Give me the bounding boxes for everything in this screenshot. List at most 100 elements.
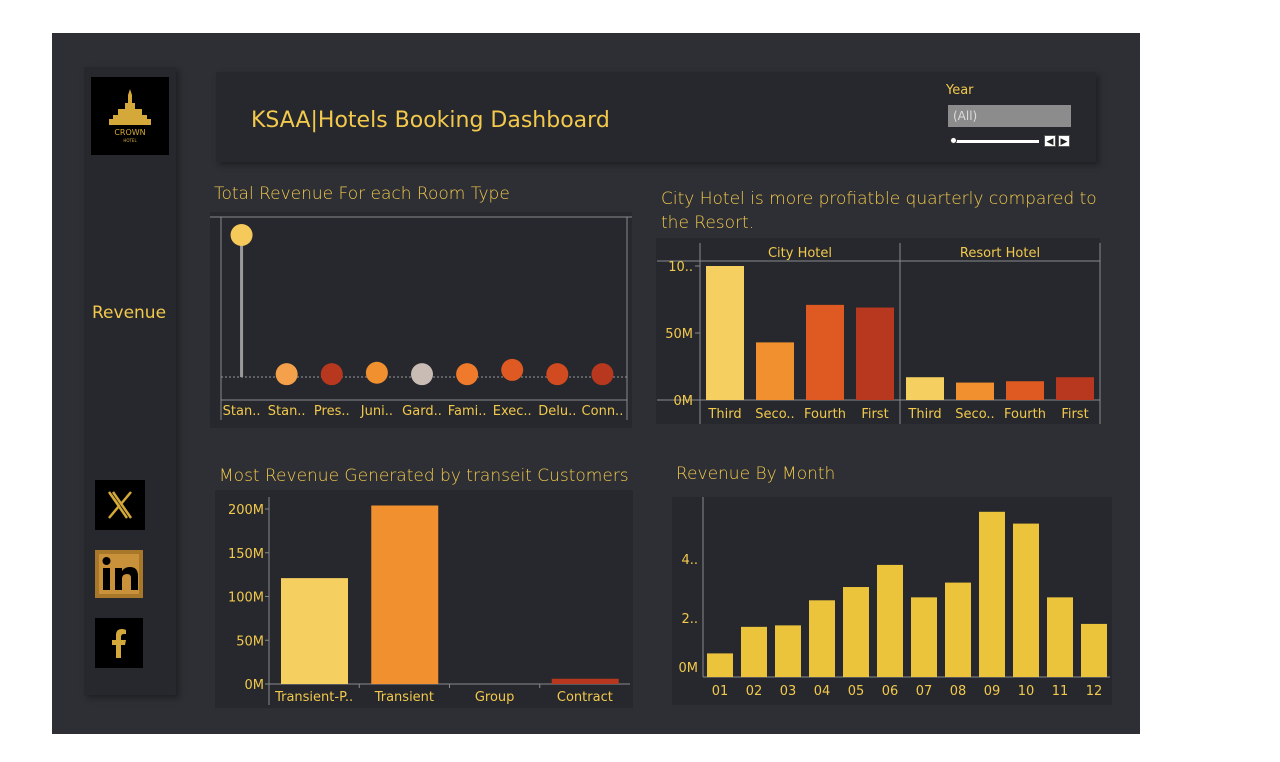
svg-text:CROWN: CROWN — [114, 128, 145, 137]
customer-tick-label: Group — [475, 690, 515, 705]
quarterly-bar — [756, 342, 794, 400]
customer-y-tick-label: 100M — [228, 591, 264, 606]
monthly-tick-label: 05 — [848, 684, 865, 699]
customer-y-tick-label: 150M — [228, 547, 264, 562]
monthly-tick-label: 07 — [916, 684, 933, 699]
room-type-tick-label: Stan.. — [268, 404, 306, 419]
x-icon[interactable] — [95, 480, 145, 530]
customer-bar — [371, 505, 439, 684]
monthly-bar — [707, 653, 733, 677]
monthly-tick-label: 12 — [1086, 684, 1103, 699]
facebook-icon[interactable] — [95, 618, 143, 668]
customer-type-chart-title: Most Revenue Generated by transeit Custo… — [219, 466, 629, 486]
room-type-tick-label: Gard.. — [402, 404, 442, 419]
customer-y-tick-label: 200M — [228, 503, 264, 518]
quarterly-tick-label: Fourth — [804, 407, 846, 422]
year-slider-handle[interactable] — [950, 137, 957, 144]
quarterly-y-tick-label: 50M — [665, 327, 693, 342]
monthly-tick-label: 09 — [984, 684, 1001, 699]
quarterly-tick-label: Third — [707, 407, 741, 422]
previous-year-button[interactable]: ◀ — [1044, 135, 1056, 147]
page-title: KSAA|Hotels Booking Dashboard — [251, 108, 610, 133]
quarterly-bar — [906, 377, 944, 400]
monthly-chart-title: Revenue By Month — [676, 464, 836, 484]
monthly-tick-label: 08 — [950, 684, 967, 699]
monthly-bar — [1013, 523, 1039, 677]
monthly-bar — [1047, 597, 1073, 677]
quarterly-y-tick-label: 10.. — [668, 260, 693, 275]
quarterly-bar — [1006, 381, 1044, 400]
customer-y-tick-label: 50M — [236, 634, 264, 649]
lollipop-point — [275, 363, 298, 386]
lollipop-point — [230, 224, 253, 246]
quarterly-tick-label: Fourth — [1004, 407, 1046, 422]
lollipop-point — [546, 363, 569, 386]
year-slider-track[interactable] — [953, 140, 1039, 143]
room-type-tick-label: Pres.. — [314, 404, 350, 419]
monthly-bar — [775, 625, 801, 677]
lollipop-point — [320, 363, 343, 386]
monthly-bar — [979, 511, 1005, 677]
quarterly-y-tick-label: 0M — [674, 394, 694, 409]
monthly-y-tick-label: 0M — [679, 661, 699, 676]
lollipop-point — [411, 363, 433, 386]
room-type-tick-label: Juni.. — [360, 404, 393, 419]
next-year-button[interactable]: ▶ — [1058, 135, 1070, 147]
lollipop-point — [501, 358, 524, 381]
room-type-tick-label: Delu.. — [538, 404, 576, 419]
year-filter-dropdown[interactable]: (All) — [948, 105, 1071, 127]
lollipop-point — [456, 363, 479, 386]
quarterly-panel-header: Resort Hotel — [960, 246, 1040, 261]
monthly-bar — [945, 582, 971, 677]
linkedin-icon[interactable] — [95, 550, 143, 598]
quarterly-tick-label: First — [861, 407, 888, 422]
monthly-tick-label: 01 — [712, 684, 729, 699]
monthly-y-tick-label: 2.. — [681, 612, 698, 627]
quarterly-bar — [1056, 377, 1094, 400]
customer-bar — [281, 578, 348, 684]
monthly-y-tick-label: 4.. — [681, 553, 698, 568]
customer-tick-label: Transient — [374, 690, 434, 705]
monthly-bar — [809, 600, 835, 677]
svg-text:HOTEL: HOTEL — [123, 138, 137, 143]
monthly-tick-label: 04 — [814, 684, 831, 699]
monthly-tick-label: 03 — [780, 684, 797, 699]
customer-y-tick-label: 0M — [245, 678, 265, 693]
monthly-bar — [877, 564, 903, 677]
quarterly-bar — [956, 382, 994, 400]
monthly-tick-label: 11 — [1052, 684, 1069, 699]
quarterly-tick-label: Third — [907, 407, 941, 422]
monthly-tick-label: 02 — [746, 684, 763, 699]
room-type-tick-label: Stan.. — [223, 404, 261, 419]
lollipop-point — [591, 363, 614, 386]
room-type-tick-label: Exec.. — [493, 404, 532, 419]
quarterly-chart-title: City Hotel is more profiatble quarterly … — [661, 189, 1097, 233]
room-type-panel — [210, 212, 632, 428]
monthly-bar — [843, 587, 869, 677]
monthly-tick-label: 10 — [1018, 684, 1035, 699]
nav-revenue-link[interactable]: Revenue — [92, 303, 167, 323]
monthly-tick-label: 06 — [882, 684, 899, 699]
quarterly-bar — [806, 304, 844, 400]
customer-tick-label: Contract — [557, 690, 613, 705]
crown-hotel-logo: CROWN HOTEL — [91, 77, 169, 155]
monthly-bar — [911, 597, 937, 677]
monthly-bar — [741, 626, 767, 677]
quarterly-tick-label: Seco.. — [755, 407, 794, 422]
monthly-bar — [1081, 623, 1107, 677]
quarterly-bar — [706, 266, 744, 400]
quarterly-tick-label: First — [1061, 407, 1088, 422]
lollipop-point — [365, 361, 388, 384]
room-type-chart-title: Total Revenue For each Room Type — [214, 184, 510, 204]
room-type-tick-label: Conn.. — [582, 404, 624, 419]
quarterly-tick-label: Seco.. — [955, 407, 994, 422]
room-type-tick-label: Fami.. — [448, 404, 487, 419]
customer-tick-label: Transient-P.. — [274, 690, 353, 705]
quarterly-panel-header: City Hotel — [768, 246, 832, 261]
year-filter-label: Year — [946, 83, 974, 98]
quarterly-bar — [856, 307, 894, 400]
